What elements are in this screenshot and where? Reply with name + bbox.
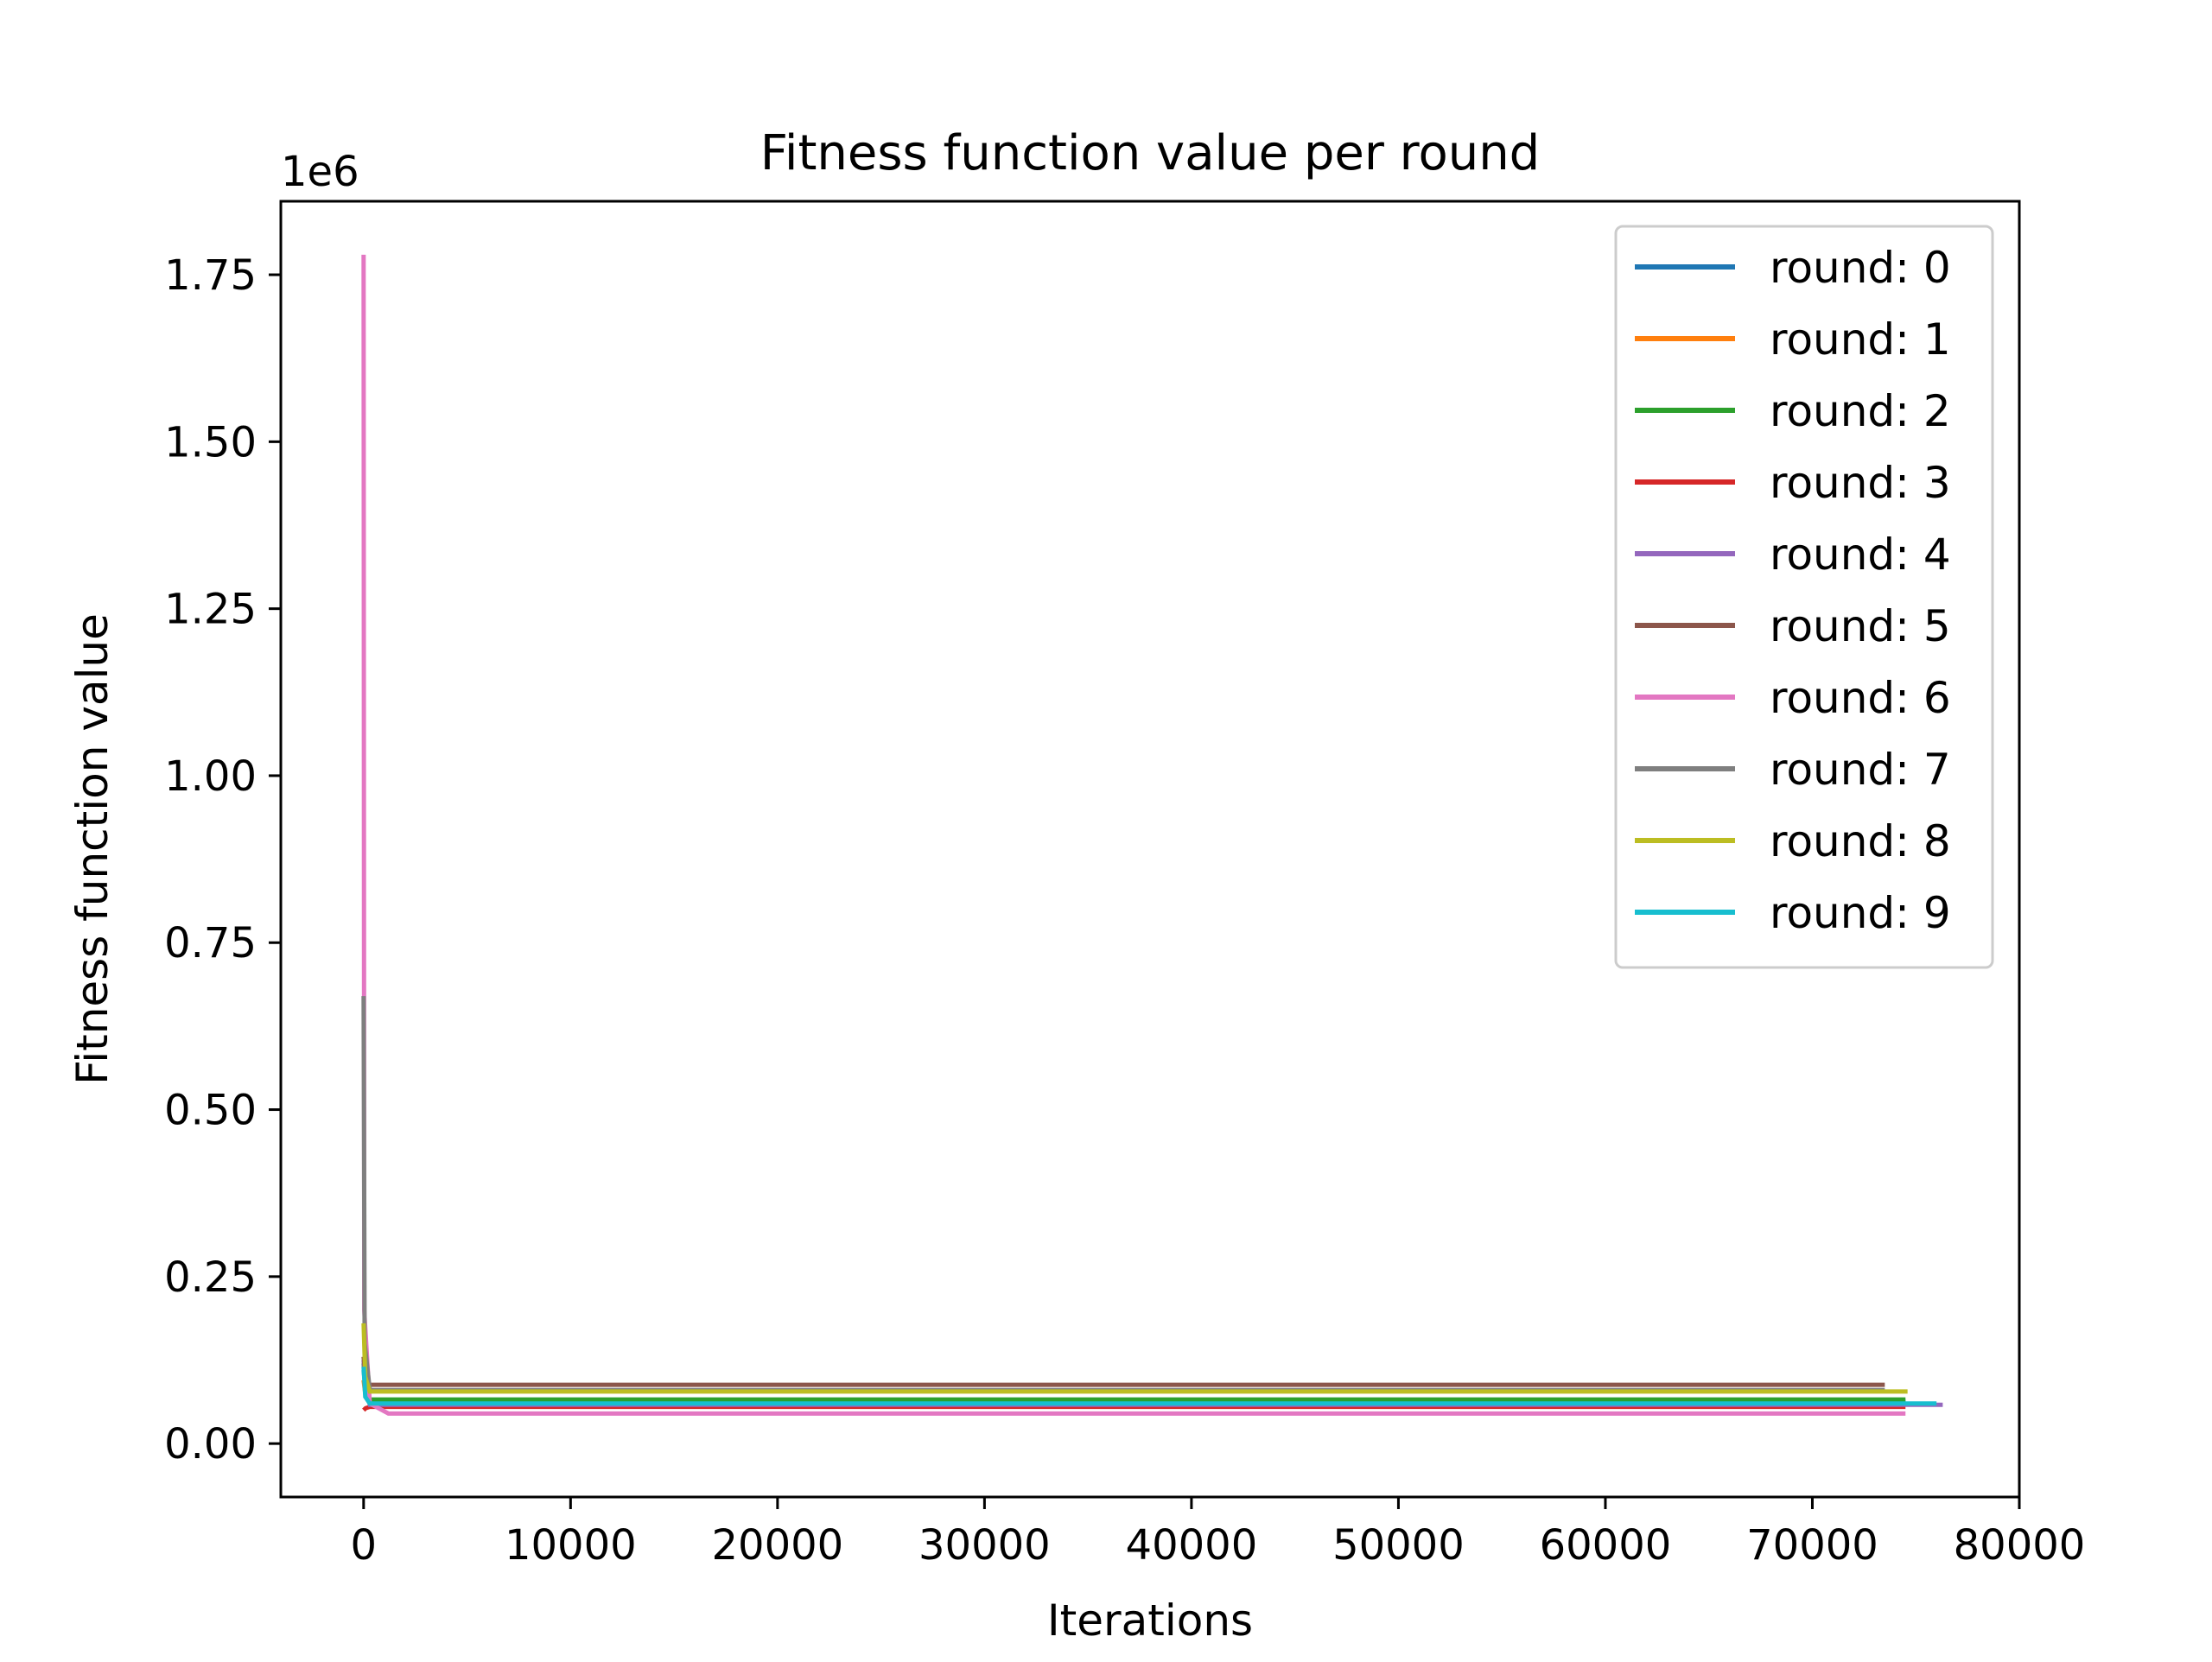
legend-label-round-8: round: 8 [1770,816,1951,866]
y-tick-label: 1.00 [164,752,257,801]
legend-label-round-3: round: 3 [1770,458,1951,508]
legend-label-round-4: round: 4 [1770,530,1951,580]
legend-label-round-5: round: 5 [1770,601,1951,651]
y-tick-label: 1.75 [164,251,257,300]
legend-label-round-6: round: 6 [1770,673,1951,723]
y-axis: 0.00 0.25 0.50 0.75 1.00 1.25 1.50 1.75 [164,251,281,1469]
x-axis: 0 10000 20000 30000 40000 50000 60000 70000 8000… [351,1497,2086,1570]
y-tick-label: 0.00 [164,1420,257,1469]
y-tick-label: 0.25 [164,1253,257,1302]
x-tick-label: 0 [351,1521,378,1570]
x-tick-label: 20000 [712,1521,844,1570]
chart-title: Fitness function value per round [760,125,1540,181]
y-tick-label: 0.50 [164,1087,257,1135]
x-axis-label: Iterations [1047,1595,1253,1646]
x-tick-label: 60000 [1540,1521,1672,1570]
legend-label-round-7: round: 7 [1770,745,1951,795]
legend-label-round-0: round: 0 [1770,243,1951,293]
series-line-round-9 [361,1367,1937,1406]
x-tick-label: 10000 [505,1521,637,1570]
x-tick-label: 30000 [918,1521,1051,1570]
legend-label-round-9: round: 9 [1770,888,1951,938]
series-line-round-8 [361,1323,1908,1394]
x-tick-label: 50000 [1332,1521,1465,1570]
x-tick-label: 40000 [1126,1521,1258,1570]
y-axis-label: Fitness function value [67,613,118,1085]
legend-label-round-1: round: 1 [1770,314,1951,365]
y-tick-label: 0.75 [164,919,257,967]
y-tick-label: 1.25 [164,586,257,634]
series-layer [361,254,1943,1416]
y-offset-label: 1e6 [281,148,359,196]
y-tick-label: 1.50 [164,418,257,466]
x-tick-label: 70000 [1746,1521,1878,1570]
x-tick-label: 80000 [1954,1521,2086,1570]
plot-frame [279,200,2021,1499]
legend-label-round-2: round: 2 [1770,386,1951,436]
legend: round: 0 round: 1 round: 2 round: 3 round: 4… [1614,225,1994,969]
